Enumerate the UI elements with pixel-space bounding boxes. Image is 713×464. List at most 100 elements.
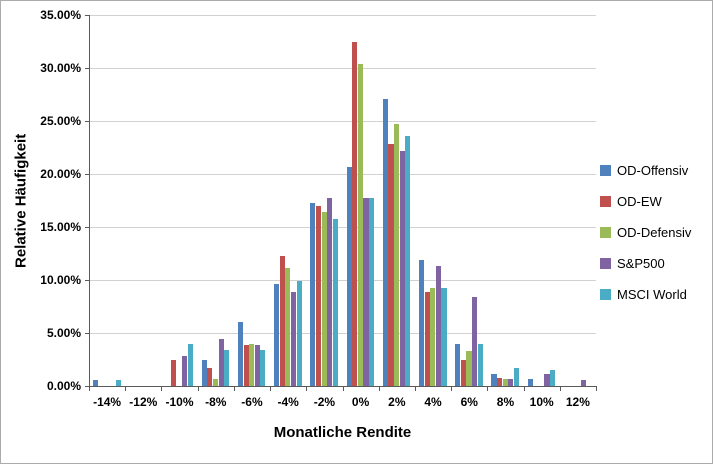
legend: OD-Offensiv OD-EW OD-Defensiv S&P500 MSCI Wo… [600, 163, 691, 318]
y-tick-label: 0.00% [46, 379, 81, 393]
x-tick-label: 10% [529, 395, 554, 409]
bar-S&P500-4% [435, 266, 441, 386]
y-tick-mark [85, 386, 89, 387]
x-tick-mark [451, 387, 453, 391]
bar-OD-Defensiv-2% [394, 124, 400, 386]
bar-S&P500--4% [290, 291, 297, 386]
gridline [90, 227, 596, 228]
bar-OD-Defensiv--6% [249, 343, 255, 386]
bar-MSCI World-2% [405, 135, 411, 386]
legend-swatch [600, 258, 611, 269]
plot-area [89, 15, 596, 386]
x-axis-line [85, 386, 597, 387]
bar-S&P500-6% [472, 296, 478, 386]
x-tick-label: 0% [351, 395, 370, 409]
bar-MSCI World--8% [224, 349, 230, 386]
bar-OD-EW-2% [388, 144, 394, 386]
y-tick-label: 25.00% [40, 114, 81, 128]
bar-OD-Defensiv-6% [466, 351, 472, 386]
bar-S&P500-0% [363, 198, 369, 386]
x-tick-mark [523, 387, 525, 391]
legend-label: S&P500 [617, 256, 665, 271]
y-tick-label: 10.00% [40, 273, 81, 287]
bar-S&P500--6% [254, 344, 260, 386]
x-tick-mark [125, 387, 127, 391]
x-tick-label: -12% [129, 395, 158, 409]
bar-MSCI World-10% [550, 370, 556, 386]
x-axis-title: Monatliche Rendite [273, 424, 412, 441]
bar-OD-Defensiv--2% [321, 212, 327, 386]
bar-OD-EW--2% [315, 205, 322, 386]
legend-label: MSCI World [617, 287, 687, 302]
bar-OD-Offensiv--2% [310, 202, 316, 386]
bar-OD-EW-8% [497, 377, 503, 386]
bar-S&P500-2% [399, 150, 405, 386]
x-tick-mark [270, 387, 272, 391]
gridline [90, 280, 596, 281]
x-tick-label: -8% [205, 395, 227, 409]
x-tick-mark [487, 387, 489, 391]
bar-S&P500-10% [544, 374, 550, 386]
legend-item-S&P500: S&P500 [600, 256, 691, 271]
bar-S&P500-8% [508, 378, 514, 386]
x-tick-label: -6% [241, 395, 263, 409]
gridline [90, 174, 596, 175]
bar-MSCI World--6% [260, 349, 266, 386]
x-tick-mark [233, 387, 235, 391]
y-tick-label: 30.00% [40, 61, 81, 75]
x-tick-label: 2% [388, 395, 406, 409]
x-tick-mark [89, 387, 90, 391]
bar-OD-Offensiv--8% [201, 359, 207, 386]
gridline [90, 333, 596, 334]
bar-OD-EW--4% [279, 255, 285, 386]
legend-item-MSCI World: MSCI World [600, 287, 691, 302]
bar-OD-Defensiv-8% [502, 378, 508, 386]
bar-OD-EW--6% [243, 344, 249, 386]
legend-item-OD-Offensiv: OD-Offensiv [600, 163, 691, 178]
legend-item-OD-Defensiv: OD-Defensiv [600, 225, 691, 240]
y-tick-mark [85, 121, 89, 122]
y-tick-mark [85, 174, 89, 175]
legend-swatch [600, 196, 611, 207]
y-axis-line [89, 15, 90, 387]
x-tick-label: -2% [313, 395, 336, 409]
y-tick-label: 5.00% [46, 326, 81, 340]
bar-MSCI World--14% [115, 379, 121, 386]
bar-OD-Offensiv-8% [491, 374, 497, 386]
y-tick-label: 20.00% [40, 167, 81, 181]
bar-OD-Defensiv--4% [285, 268, 291, 386]
x-tick-label: -14% [93, 395, 122, 409]
x-tick-mark [306, 387, 308, 391]
y-tick-mark [85, 68, 89, 69]
gridline [90, 15, 596, 16]
gridline [90, 68, 596, 69]
y-tick-label: 35.00% [40, 8, 81, 22]
bar-MSCI World--10% [187, 343, 194, 386]
x-tick-mark [161, 387, 163, 391]
bar-OD-Defensiv-4% [430, 288, 436, 386]
bar-OD-Defensiv--8% [212, 378, 219, 386]
x-tick-mark [559, 387, 561, 391]
bar-OD-Offensiv-2% [382, 98, 388, 386]
y-tick-mark [85, 333, 89, 334]
bar-OD-Offensiv--14% [93, 379, 99, 386]
bar-MSCI World--4% [296, 281, 302, 386]
bar-OD-Offensiv--6% [237, 322, 244, 386]
bar-MSCI World--2% [332, 218, 338, 386]
bar-OD-EW-6% [460, 359, 466, 386]
y-tick-mark [85, 280, 89, 281]
x-tick-label: 12% [565, 395, 590, 409]
bar-OD-EW-0% [352, 41, 358, 386]
bar-OD-Offensiv-6% [455, 343, 461, 386]
legend-swatch [600, 227, 611, 238]
bar-S&P500--2% [327, 198, 333, 386]
bar-OD-EW-4% [424, 291, 430, 386]
bar-S&P500-12% [580, 379, 586, 386]
bar-OD-Offensiv-4% [419, 259, 425, 386]
y-tick-mark [85, 15, 89, 16]
x-tick-mark [197, 387, 199, 391]
bar-MSCI World-4% [441, 288, 447, 386]
bar-OD-EW--8% [207, 367, 213, 386]
bar-S&P500--10% [182, 356, 188, 386]
x-tick-label: -10% [165, 395, 194, 409]
